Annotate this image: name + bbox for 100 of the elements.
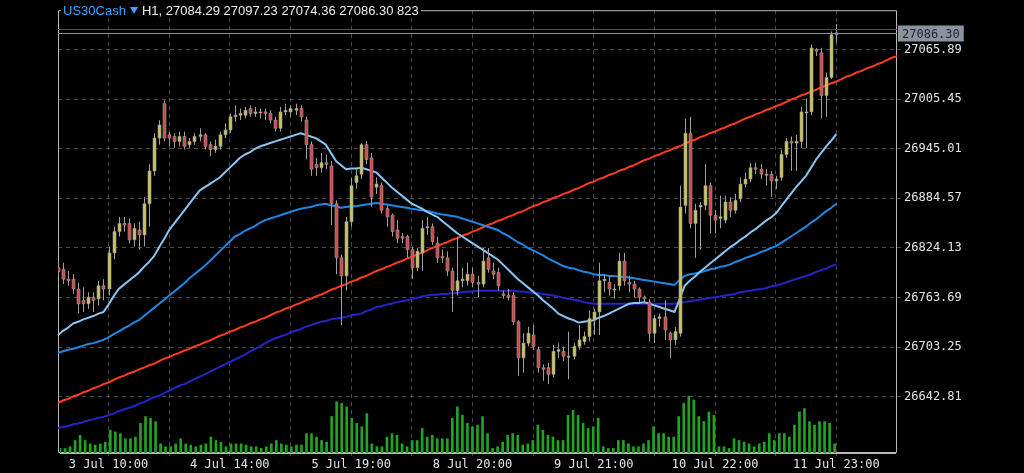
bar	[757, 443, 761, 453]
bar	[632, 446, 635, 453]
y-tick-label: 26824.13	[904, 240, 962, 255]
bar	[290, 446, 293, 453]
bar	[652, 426, 655, 453]
bar	[783, 433, 786, 453]
bar	[521, 444, 525, 453]
bar	[169, 446, 172, 453]
bar	[466, 423, 469, 453]
bar	[149, 417, 152, 453]
bar	[355, 423, 359, 453]
bar	[184, 443, 188, 453]
bar	[798, 411, 801, 453]
bar	[134, 436, 137, 453]
y-tick-label: 27005.45	[904, 91, 962, 106]
bar	[803, 408, 806, 453]
bar	[325, 441, 328, 453]
x-tick-label: 10 Jul 22:00	[671, 457, 759, 472]
y-tick-label: 26763.69	[904, 289, 962, 304]
bar	[762, 441, 766, 453]
bar	[335, 401, 338, 453]
bar	[793, 424, 796, 453]
bar	[451, 417, 454, 453]
bar	[264, 446, 268, 453]
bar	[481, 416, 484, 453]
bar	[103, 441, 107, 453]
x-tick-label: 9 Jul 21:00	[554, 457, 634, 472]
bar	[627, 443, 630, 453]
bar	[440, 438, 444, 453]
y-tick-label: 26642.81	[904, 388, 962, 403]
bar	[637, 446, 640, 453]
bar	[833, 443, 836, 453]
bar	[471, 426, 474, 453]
bar	[617, 440, 620, 453]
bar	[511, 433, 515, 453]
bar	[295, 444, 298, 453]
bar	[88, 443, 92, 453]
bar	[697, 416, 701, 453]
bar	[179, 438, 183, 453]
bar	[486, 433, 489, 453]
bar	[425, 436, 429, 453]
bar	[345, 406, 349, 453]
chart-subtitle: H1, 27084.29 27097.23 27074.36 27086.30 823	[141, 3, 419, 18]
bar	[274, 440, 278, 453]
bar	[823, 421, 826, 453]
bar	[315, 436, 318, 453]
bar	[430, 435, 434, 453]
bar	[300, 444, 303, 453]
bar	[496, 446, 499, 453]
bar	[506, 435, 510, 453]
bar	[360, 426, 364, 453]
x-tick-label: 3 Jul 10:00	[68, 457, 149, 472]
bar	[611, 448, 615, 453]
bar	[501, 441, 504, 453]
bar	[767, 433, 771, 453]
x-tick-label: 4 Jul 14:00	[190, 457, 270, 472]
bar	[687, 396, 691, 453]
bar	[828, 423, 831, 453]
bar	[164, 446, 167, 453]
y-tick-label: 26945.01	[904, 140, 962, 155]
bar	[350, 417, 354, 453]
bar	[259, 448, 263, 453]
bar	[108, 429, 112, 453]
bar	[657, 433, 660, 453]
bar	[682, 403, 686, 453]
bar	[139, 423, 142, 453]
bar	[526, 443, 530, 453]
bar	[445, 438, 449, 453]
bar	[491, 448, 494, 453]
bar	[174, 443, 178, 453]
bar	[476, 424, 479, 453]
bar	[269, 443, 273, 453]
bar	[340, 403, 344, 453]
bar	[189, 444, 193, 453]
bar	[435, 438, 439, 453]
bar	[662, 433, 665, 453]
bar	[330, 416, 333, 453]
bar	[642, 443, 645, 453]
bar	[98, 443, 102, 453]
bar	[677, 416, 681, 453]
bar	[159, 443, 162, 453]
chart-title: US30Cash	[63, 3, 126, 18]
y-tick-label: 26884.57	[904, 190, 962, 205]
bar	[144, 416, 147, 453]
bar	[254, 446, 258, 453]
bar	[320, 440, 323, 453]
bar	[606, 448, 610, 453]
bar	[516, 435, 520, 453]
bar	[305, 433, 308, 453]
bar	[129, 438, 132, 453]
bar	[622, 440, 625, 453]
bar	[818, 421, 821, 453]
bar	[667, 436, 670, 453]
bar	[692, 399, 696, 453]
bar	[456, 406, 459, 453]
bar	[591, 426, 595, 453]
bar	[119, 433, 122, 453]
bar	[461, 415, 464, 453]
bar	[114, 431, 117, 453]
bar	[93, 444, 97, 453]
